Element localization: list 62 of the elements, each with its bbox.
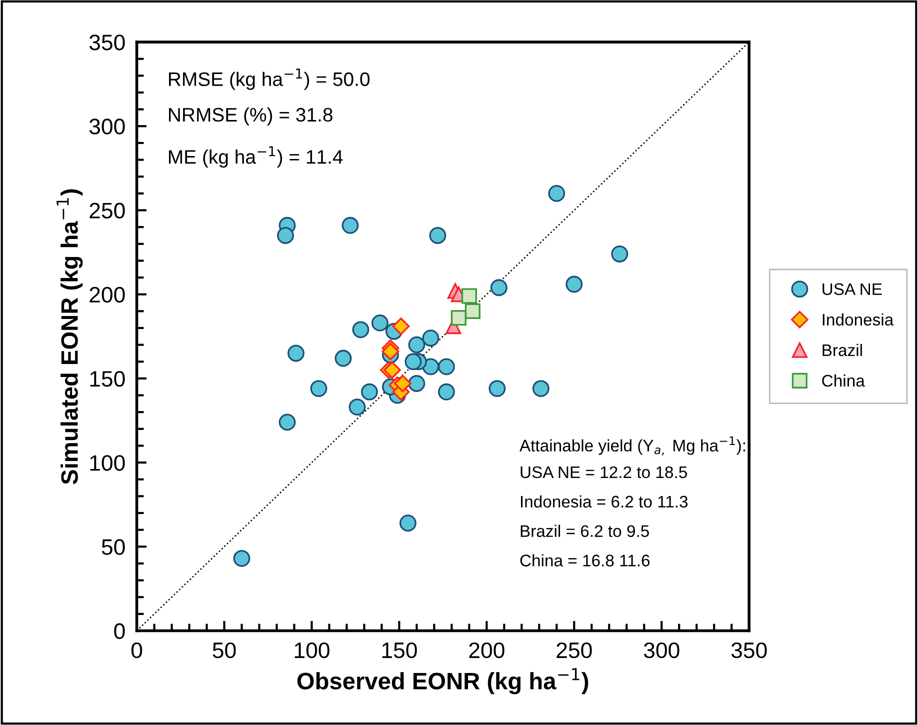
point xyxy=(464,303,480,319)
point xyxy=(450,310,466,326)
point xyxy=(360,383,378,400)
point xyxy=(288,344,304,362)
point xyxy=(566,276,583,293)
point xyxy=(532,380,550,398)
point xyxy=(384,361,401,379)
x-tick-label: 350 xyxy=(731,642,767,658)
point xyxy=(490,279,508,296)
annotation: Brazil = 6.2 to 9.5 xyxy=(520,524,649,538)
x-tick-label: 0 xyxy=(131,642,142,658)
point xyxy=(611,246,628,262)
x-tick-label: 300 xyxy=(644,642,680,658)
point xyxy=(277,227,294,244)
x-tick-label: 50 xyxy=(212,642,236,658)
point xyxy=(352,321,370,338)
point xyxy=(348,398,366,416)
annotation: Indonesia = 6.2 to 11.3 xyxy=(521,495,688,508)
y-tick-label: 200 xyxy=(90,286,125,303)
point xyxy=(394,374,412,392)
annotation: RMSE (kg ha$^{−1}$) = 50.0 xyxy=(168,68,370,90)
point xyxy=(371,314,388,332)
y-axis-title: Simulated EONR (kg ha$^{−1}$) xyxy=(56,189,83,484)
x-tick-label: 200 xyxy=(469,642,504,658)
y-tick-label: 350 xyxy=(89,34,125,50)
point xyxy=(438,383,455,400)
y-tick-label: 150 xyxy=(90,370,125,387)
y-tick-label: 250 xyxy=(90,202,125,219)
legend-label: Indonesia xyxy=(822,313,894,326)
annotation: Attainable yield (Y$_{a,}$ Mg ha$^{−1}$): xyxy=(520,436,745,456)
point xyxy=(404,353,422,370)
point xyxy=(461,288,477,304)
point xyxy=(488,380,506,398)
point xyxy=(382,342,400,360)
point xyxy=(342,216,359,234)
point xyxy=(278,414,296,431)
annotation: ME (kg ha$^{−1}$) = 11.4 xyxy=(168,146,343,168)
x-tick-label: 150 xyxy=(382,642,417,658)
point xyxy=(429,227,446,244)
y-tick-label: 300 xyxy=(89,118,125,134)
x-tick-label: 250 xyxy=(556,642,592,658)
point xyxy=(310,380,328,398)
point xyxy=(233,550,250,567)
point xyxy=(392,318,410,335)
x-axis-title: Observed EONR (kg ha$^{−1}$) xyxy=(297,668,588,694)
point xyxy=(399,514,416,532)
legend-label: China xyxy=(822,374,865,387)
annotation: China = 16.8 11.6 xyxy=(520,554,650,566)
legend-label: USA NE xyxy=(822,283,882,296)
point xyxy=(422,330,440,347)
y-tick-label: 0 xyxy=(114,623,125,640)
legend-label: Brazil xyxy=(822,344,862,356)
point xyxy=(408,336,426,354)
point xyxy=(548,184,566,202)
y-tick-label: 100 xyxy=(90,455,125,471)
y-tick-label: 50 xyxy=(102,539,125,555)
point xyxy=(408,375,426,392)
x-tick-label: 100 xyxy=(294,642,330,658)
annotation: USA NE = 12.2 to 18.5 xyxy=(520,466,687,478)
annotation: NRMSE (%) = 31.8 xyxy=(168,107,332,126)
point xyxy=(438,358,455,376)
point xyxy=(334,350,352,367)
